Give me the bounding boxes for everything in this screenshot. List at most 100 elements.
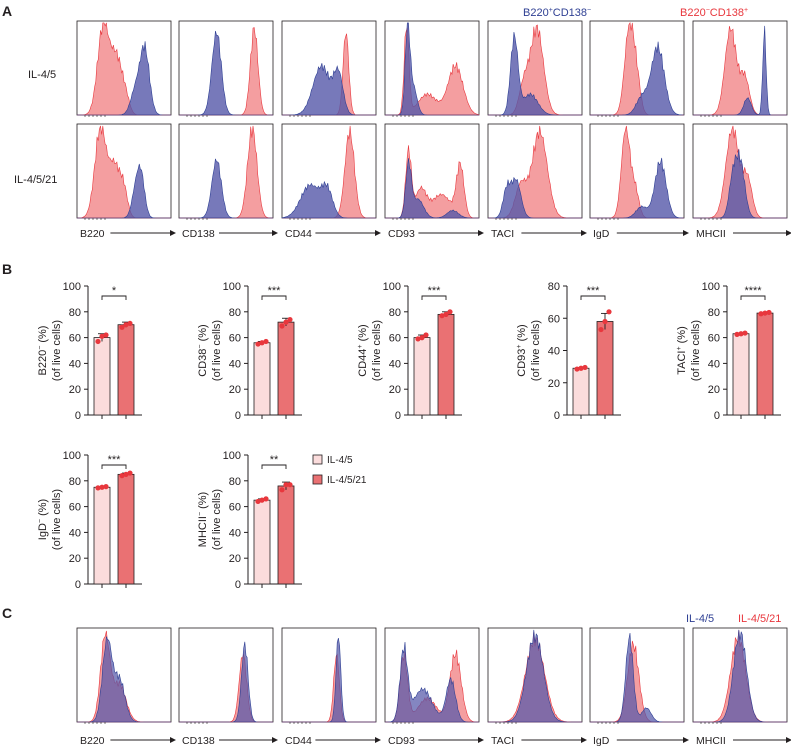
hist-a-r2-cd93 [384, 123, 480, 220]
bar-IL-4/5 [93, 337, 111, 416]
y-tick-label: 60 [229, 333, 241, 345]
hist-series-blue [488, 176, 582, 219]
y-tick-label: 100 [702, 281, 720, 293]
hist-c-igd [589, 627, 685, 724]
axis-arrow-head [272, 230, 278, 236]
data-point [119, 324, 125, 330]
bar-IL-4/5 [732, 333, 750, 416]
y-tick-label: 0 [714, 410, 720, 422]
data-point [259, 497, 265, 503]
hist-a-r1-cd44 [281, 20, 377, 117]
axis-marker-label: MHCII [696, 228, 726, 240]
y-tick-label: 40 [69, 527, 81, 539]
axis-c-cd93: CD93 [388, 735, 484, 747]
axis-marker-label: B220 [80, 228, 105, 240]
y-tick-label: 40 [229, 527, 241, 539]
hist-a-r1-taci [487, 20, 583, 117]
bar-chart-mhcii: 0 20 40 60 80 100 ** MHCII− (%) (of live cells) [197, 450, 302, 591]
y-tick-label: 60 [69, 502, 81, 514]
legend-label-il45: IL-4/5 [327, 455, 353, 466]
hist-c-cd138 [178, 627, 274, 724]
data-point [439, 313, 445, 319]
y-tick-label: 60 [389, 333, 401, 345]
axis-arrow-head [786, 737, 791, 743]
y-tick-label: 100 [223, 281, 241, 293]
data-point [279, 323, 285, 329]
panel-c: IL-4/5 IL-4/5/21 B220 CD138 CD44 CD93 TACI Ig… [76, 613, 791, 747]
data-point [578, 365, 584, 371]
y-axis-label-2: (of live cells) [51, 320, 63, 381]
axis-arrow-head [786, 230, 791, 236]
bar-chart-cd93: 0 20 40 60 80 *** CD93+ (%) (of live cells) [516, 281, 621, 422]
y-tick-label: 60 [69, 333, 81, 345]
y-tick-label: 0 [395, 410, 401, 422]
y-axis-label: CD44+ (%) [357, 324, 369, 376]
data-point [415, 336, 421, 342]
significance-bracket [261, 464, 287, 469]
significance-bracket [101, 464, 127, 469]
y-axis-label: MHCII− (%) [197, 492, 209, 547]
hist-frame [281, 627, 377, 723]
axis-a-mhcii: MHCII [696, 228, 791, 240]
panel-label-b: B [2, 261, 12, 277]
axis-a-igd: IgD [593, 228, 689, 240]
y-tick-label: 0 [235, 410, 241, 422]
y-tick-label: 80 [548, 281, 560, 293]
axis-a-cd93: CD93 [388, 228, 484, 240]
hist-a-r2-cd138 [178, 123, 274, 220]
data-point [602, 318, 608, 325]
panel-label-c: C [2, 605, 12, 621]
axis-arrow-head [375, 737, 381, 743]
bar-chart-cd44: 0 20 40 60 80 100 *** CD44+ (%) (of live cells) [357, 281, 462, 422]
y-tick-label: 40 [708, 358, 720, 370]
y-axis-label-2: (of live cells) [371, 320, 383, 381]
bar-chart-taci: 0 20 40 60 80 100 **** TACI+ (%) (of live cells) [676, 281, 781, 422]
legend-label-il4521: IL-4/5/21 [327, 475, 367, 486]
legend-a-1: B220+CD138− [523, 7, 591, 19]
hist-c-cd93 [384, 627, 480, 724]
data-point [606, 309, 612, 315]
axis-c-b220: B220 [80, 735, 176, 747]
y-tick-label: 0 [75, 579, 81, 591]
data-point [574, 366, 580, 372]
data-point [103, 484, 109, 490]
y-axis-label-2: (of live cells) [530, 320, 542, 381]
axis-marker-label: CD93 [388, 228, 415, 240]
axis-a-taci: TACI [491, 228, 587, 240]
axis-arrow-head [478, 737, 484, 743]
axis-marker-label: CD138 [182, 228, 215, 240]
significance-bracket [101, 295, 127, 300]
significance-label: *** [587, 285, 601, 297]
y-axis-label-2: (of live cells) [211, 489, 223, 550]
axis-c-mhcii: MHCII [696, 735, 791, 747]
bar-IL-4/5 [413, 337, 431, 416]
data-point [758, 311, 764, 317]
y-tick-label: 80 [229, 476, 241, 488]
hist-a-r1-cd138 [178, 20, 274, 117]
legend-swatch-il45 [312, 454, 323, 465]
y-tick-label: 40 [229, 358, 241, 370]
row-label-il45: IL-4/5 [28, 69, 56, 81]
bar-IL-4/5 [253, 499, 271, 585]
axis-arrow-head [272, 737, 278, 743]
hist-series-blue [77, 636, 171, 723]
bar-IL-4/5 [253, 342, 271, 416]
legend-swatch-il4521 [312, 474, 323, 485]
axis-marker-label: IgD [593, 228, 610, 240]
y-tick-label: 100 [383, 281, 401, 293]
legend-c-2: IL-4/5/21 [738, 613, 781, 625]
axis-c-cd138: CD138 [182, 735, 278, 747]
bar-IL-4/5/21 [756, 312, 774, 416]
panel-a: B220+CD138− B220−CD138+ IL-4/5 IL-4/5/21… [14, 7, 791, 240]
significance-label: **** [744, 285, 762, 297]
data-point [287, 482, 293, 488]
y-axis-label-2: (of live cells) [211, 320, 223, 381]
data-point [283, 319, 289, 325]
axis-arrow-head [683, 737, 689, 743]
y-tick-label: 80 [69, 476, 81, 488]
significance-label: *** [108, 454, 122, 466]
bar-IL-4/5/21 [117, 324, 135, 416]
bar-chart-cd38: 0 20 40 60 80 100 *** CD38− (%) (of live cells) [197, 281, 302, 422]
data-point [447, 309, 453, 315]
significance-bracket [421, 295, 447, 300]
